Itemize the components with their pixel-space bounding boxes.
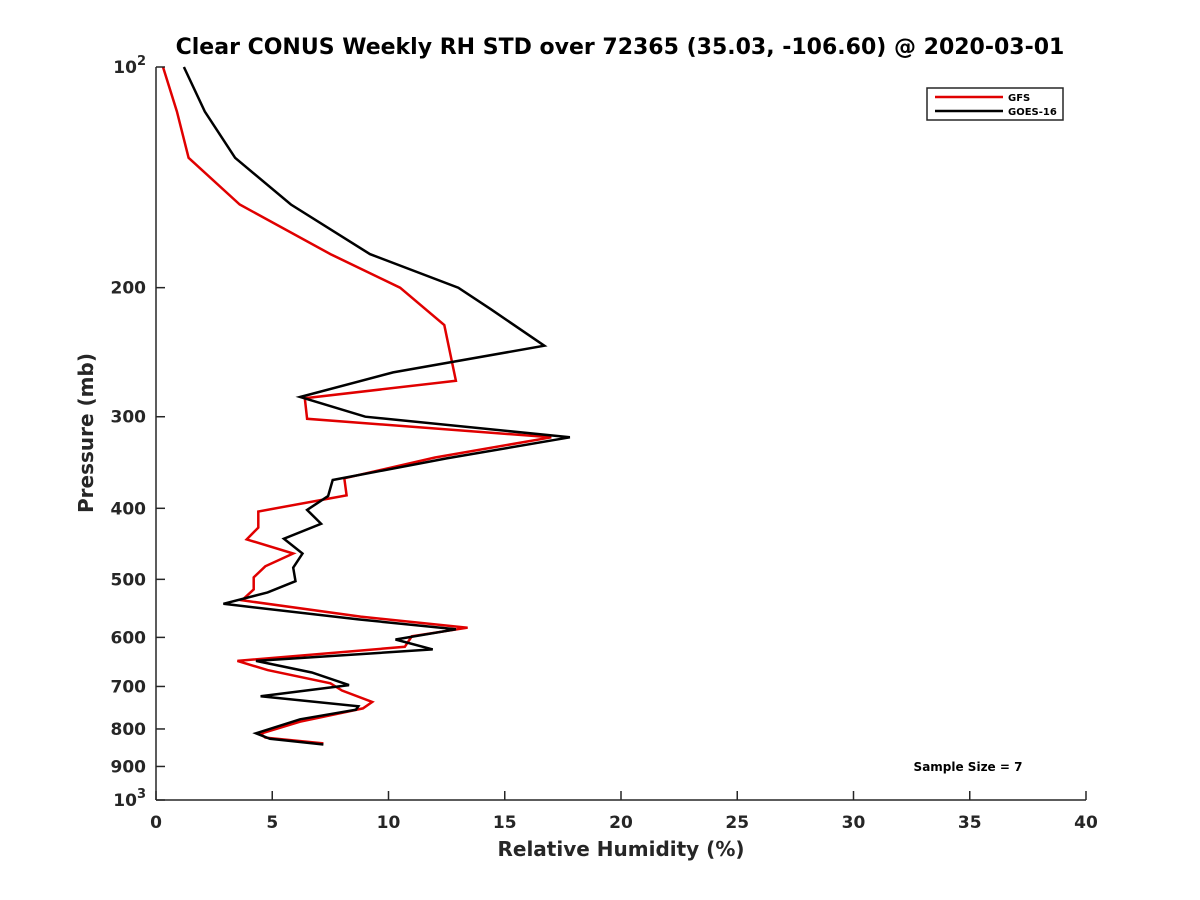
x-tick-label: 0 [150, 813, 162, 833]
y-tick-label: 102 [113, 54, 146, 78]
series-layer [161, 66, 571, 746]
x-tick-label: 35 [958, 813, 982, 833]
sample-size-annotation: Sample Size = 7 [914, 760, 1023, 774]
legend: GFS GOES-16 [926, 87, 1064, 121]
legend-box [926, 87, 1064, 121]
y-tick-label: 500 [111, 570, 147, 590]
y-tick-label: 300 [111, 408, 147, 428]
chart-title: Clear CONUS Weekly RH STD over 72365 (35… [176, 35, 1065, 60]
y-tick-label: 400 [111, 499, 147, 519]
x-tick-label: 20 [609, 813, 633, 833]
series-line-goes16 [182, 66, 571, 746]
x-tick-label: 10 [377, 813, 401, 833]
y-axis-ticks: 102 200 300 400 500 600 700 800 900 103 [111, 54, 165, 811]
x-tick-label: 25 [725, 813, 749, 833]
legend-label-goes16: GOES-16 [1008, 107, 1057, 118]
series-line-gfs [161, 66, 552, 745]
y-tick-label: 200 [111, 279, 147, 299]
y-tick-label: 103 [113, 787, 146, 811]
y-tick-label: 600 [111, 628, 147, 648]
x-axis-ticks: 0 5 10 15 20 25 30 35 40 [150, 791, 1098, 833]
y-tick-label: 700 [111, 677, 147, 697]
plot-area [156, 67, 1086, 800]
x-tick-label: 40 [1074, 813, 1098, 833]
legend-label-gfs: GFS [1008, 93, 1030, 104]
y-tick-label: 900 [111, 757, 147, 777]
y-tick-label: 800 [111, 720, 147, 740]
x-tick-label: 30 [842, 813, 866, 833]
x-tick-label: 15 [493, 813, 517, 833]
x-axis-label: Relative Humidity (%) [497, 837, 744, 861]
x-tick-label: 5 [266, 813, 278, 833]
y-axis-label: Pressure (mb) [74, 353, 98, 513]
